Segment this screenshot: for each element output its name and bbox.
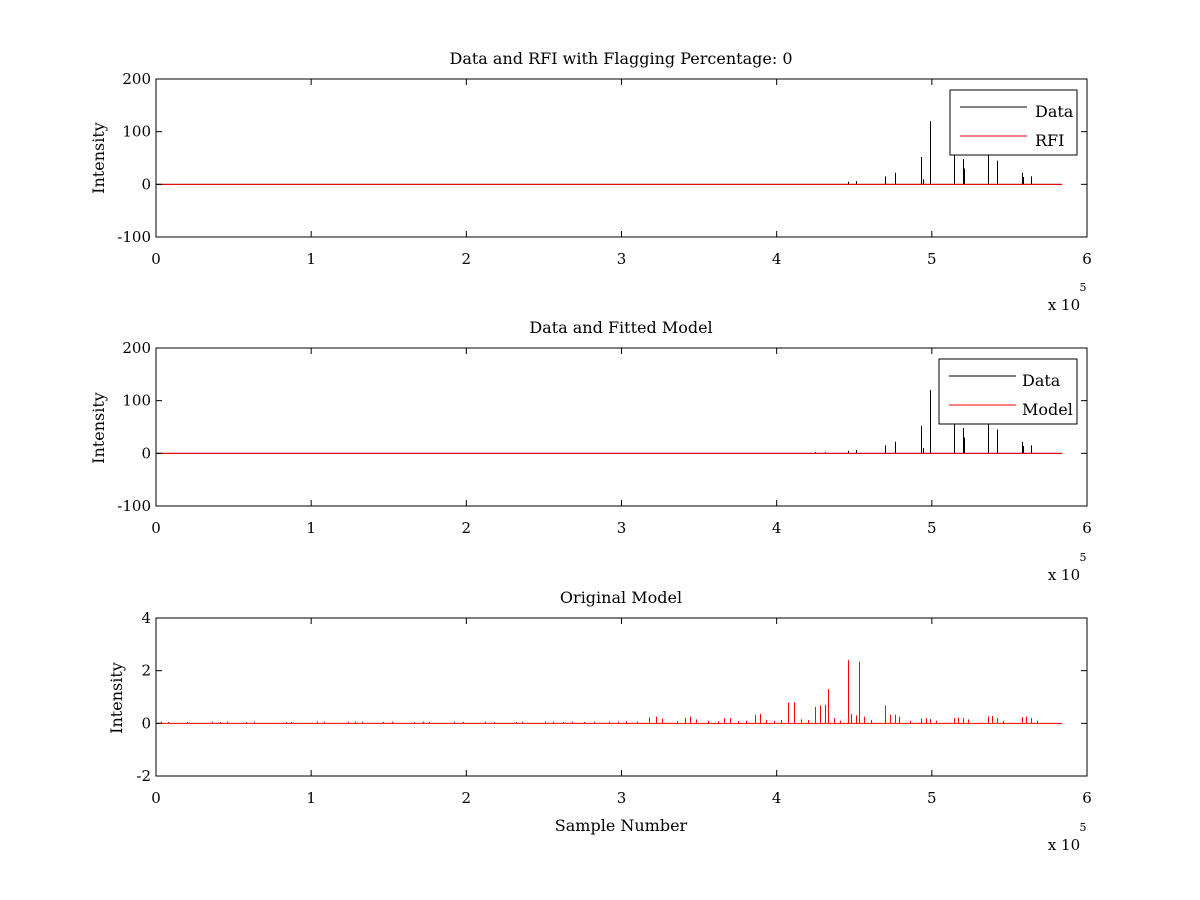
subplot-3-y-tick-label: -2: [136, 767, 151, 785]
subplot-1-x-tick-label: 1: [306, 250, 316, 268]
subplot-1-y-tick-label: -100: [117, 228, 151, 246]
subplot-3-series-series: [156, 660, 1063, 724]
subplot-2: Data and Fitted Model 0 1 2 3 4 5 6-1000100200…: [89, 318, 1092, 584]
subplot-2-x-tick-label: 4: [772, 519, 782, 537]
subplot-3-x-tick-label: 4: [772, 789, 782, 807]
subplot-3-title: Original Model: [560, 588, 682, 607]
subplot-1-legend-rfi-label: RFI: [1035, 131, 1064, 150]
subplot-1-x-tick-label: 3: [617, 250, 627, 268]
subplot-1-y-tick-label: 100: [122, 123, 151, 141]
subplot-1-ylabel: Intensity: [89, 122, 108, 194]
subplot-2-x-tick-label: 6: [1082, 519, 1092, 537]
subplot-1-x-exponent-base: x 10: [1048, 296, 1080, 314]
subplot-3-series: [156, 660, 1063, 724]
subplot-2-legend-box: [938, 358, 1078, 425]
subplot-2-legend: Data Model: [938, 358, 1078, 425]
subplot-1-x-exponent-power: 5: [1080, 281, 1087, 294]
subplot-2-x-tick-label: 3: [617, 519, 627, 537]
subplot-1-x-tick-label: 4: [772, 250, 782, 268]
subplot-1-y-tick-label: 200: [122, 70, 151, 88]
subplot-3-x-exponent-base: x 10: [1048, 836, 1080, 854]
subplot-2-legend-data-label: Data: [1022, 371, 1061, 390]
subplot-2-series: [156, 390, 1063, 454]
subplot-3-y-tick-label: 4: [141, 609, 151, 627]
subplot-1-x-tick-label: 6: [1082, 250, 1092, 268]
subplot-3-xlabel: Sample Number: [555, 816, 688, 835]
subplot-3-y-tick-label: 0: [141, 714, 151, 732]
subplot-3-x-tick-label: 2: [462, 789, 472, 807]
subplot-2-x-tick-label: 0: [151, 519, 161, 537]
subplot-1-legend: Data RFI: [949, 89, 1078, 156]
subplot-3-x-tick-label: 0: [151, 789, 161, 807]
subplot-2-ylabel: Intensity: [89, 392, 108, 464]
subplot-1-title: Data and RFI with Flagging Percentage: 0: [449, 49, 792, 68]
subplot-1-x-tick-label: 5: [927, 250, 937, 268]
subplot-1-legend-data-label: Data: [1035, 102, 1074, 121]
subplot-2-x-tick-label: 5: [927, 519, 937, 537]
subplot-3-x-tick-label: 1: [306, 789, 316, 807]
subplot-3-ylabel: Intensity: [107, 662, 126, 734]
subplot-1-x-tick-label: 2: [462, 250, 472, 268]
subplot-2-x-exponent-power: 5: [1080, 551, 1087, 564]
subplot-1-legend-box: [949, 89, 1078, 156]
subplot-2-y-tick-label: 0: [141, 444, 151, 462]
subplot-2-y-tick-label: 200: [122, 339, 151, 357]
subplot-2-legend-model-label: Model: [1022, 400, 1073, 419]
subplot-3-x-tick-label: 3: [617, 789, 627, 807]
subplot-3-y-tick-label: 2: [141, 662, 151, 680]
subplot-2-x-tick-label: 2: [462, 519, 472, 537]
subplot-3-x-exponent-power: 5: [1080, 821, 1087, 834]
subplot-3-x-tick-label: 5: [927, 789, 937, 807]
subplot-2-y-tick-label: 100: [122, 392, 151, 410]
subplot-2-title: Data and Fitted Model: [529, 318, 712, 337]
subplot-3-x-tick-label: 6: [1082, 789, 1092, 807]
subplot-1: Data and RFI with Flagging Percentage: 0…: [89, 49, 1092, 314]
subplot-2-x-exponent-base: x 10: [1048, 566, 1080, 584]
subplot-1-y-tick-label: 0: [141, 175, 151, 193]
subplot-2-y-tick-label: -100: [117, 497, 151, 515]
subplot-2-x-tick-label: 1: [306, 519, 316, 537]
subplot-1-x-tick-label: 0: [151, 250, 161, 268]
